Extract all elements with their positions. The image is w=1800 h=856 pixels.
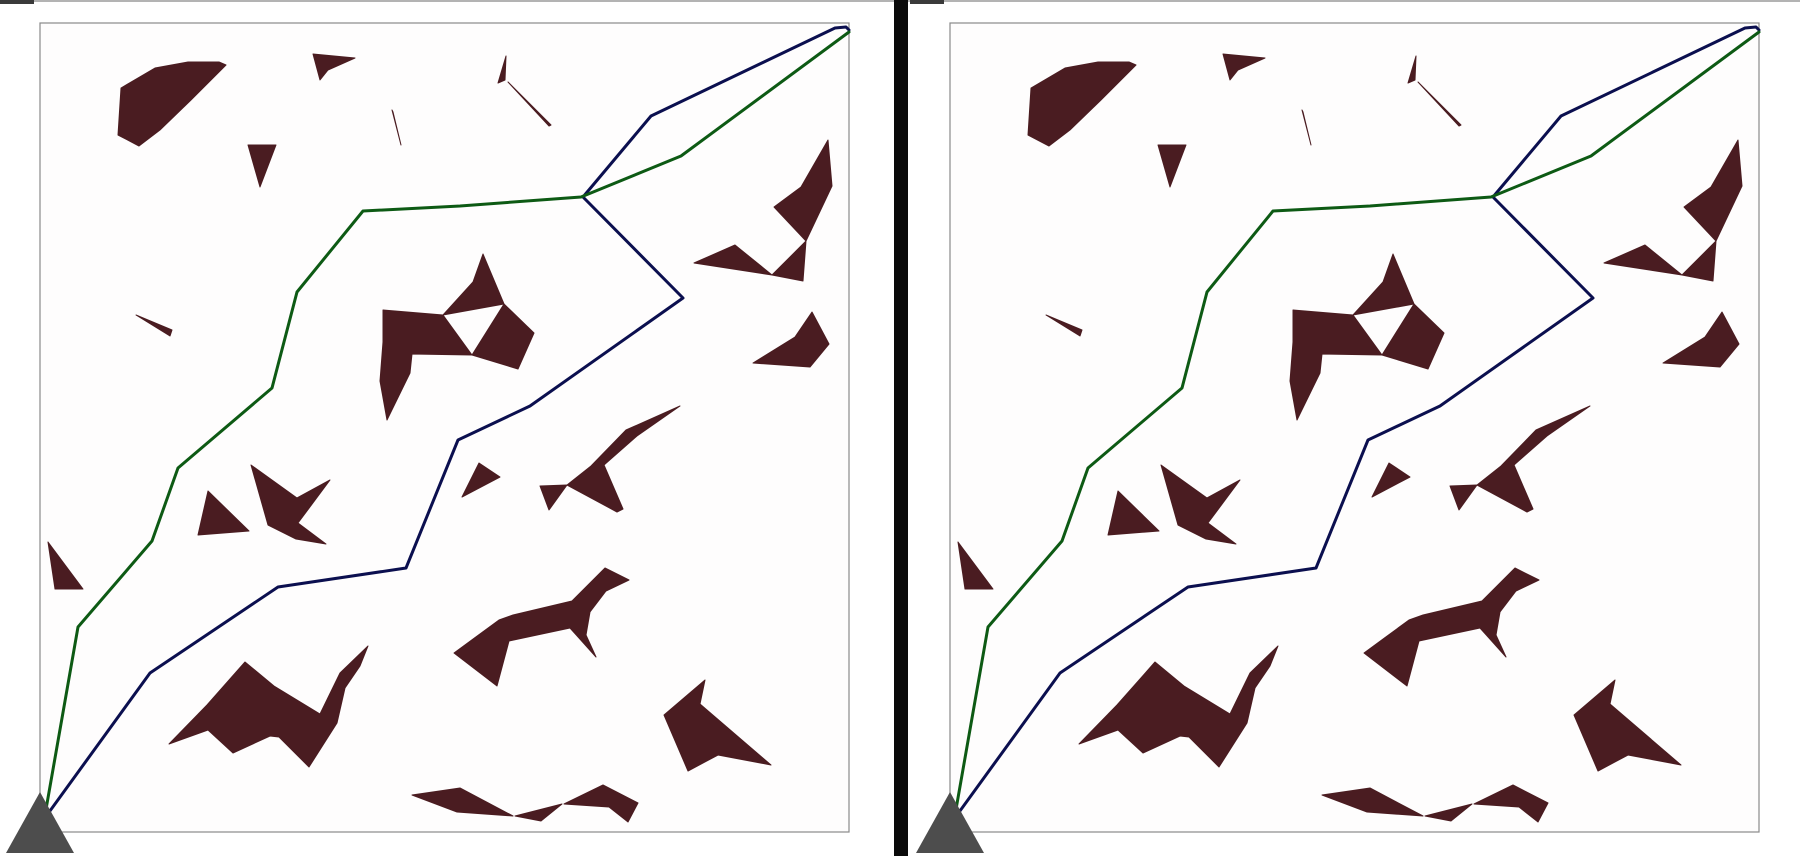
corner-mark-left — [0, 0, 34, 4]
panel-divider — [894, 0, 908, 856]
left-panel — [6, 23, 849, 853]
corner-mark-right — [910, 0, 944, 4]
map-frame — [40, 23, 849, 832]
right-panel — [916, 23, 1759, 853]
map-frame — [950, 23, 1759, 832]
